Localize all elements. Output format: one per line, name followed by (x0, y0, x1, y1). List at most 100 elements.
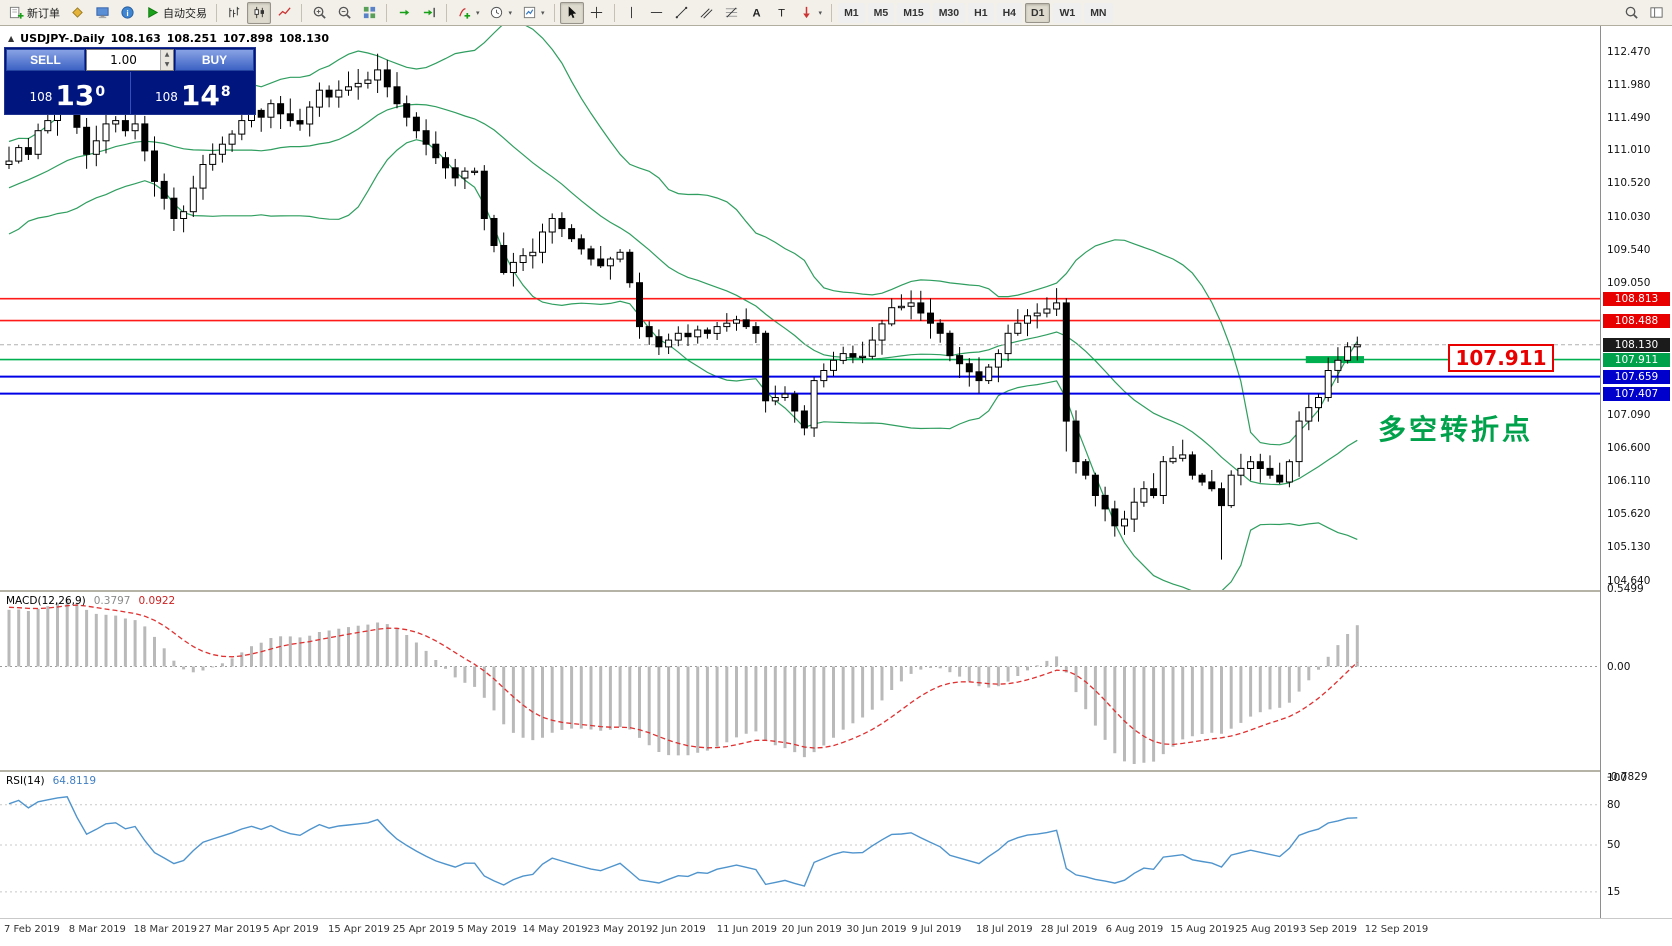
price-callout-label[interactable]: 107.911 (1448, 344, 1554, 372)
rsi-label: RSI(14) 64.8119 (6, 775, 96, 787)
timeframe-button-d1[interactable]: D1 (1025, 2, 1051, 23)
text-label-button[interactable]: T (770, 2, 794, 24)
price-tick-label: 109.540 (1607, 243, 1651, 256)
indicators-button[interactable]: ▾ (452, 2, 484, 24)
bar-chart-button[interactable] (222, 2, 246, 24)
zoom-out-button[interactable] (332, 2, 356, 24)
buy-price-prefix: 108 (154, 90, 178, 104)
zoom-out-icon (336, 5, 352, 21)
toolbar-separator (386, 3, 387, 22)
timeframe-button-h4[interactable]: H4 (996, 2, 1022, 23)
price-tick-label: 104.640 (1607, 574, 1651, 587)
pivot-highlight-segment[interactable] (1305, 356, 1364, 364)
new-order-icon (8, 5, 24, 21)
profiles-button[interactable] (65, 2, 89, 24)
macd-panel[interactable] (0, 592, 1672, 770)
time-axis-label: 3 Sep 2019 (1300, 924, 1358, 935)
chart-annotation-text[interactable]: 多空转折点 (1378, 413, 1534, 446)
crosshair-button[interactable] (585, 2, 609, 24)
time-axis-label: 8 Mar 2019 (68, 924, 126, 935)
autotrading-button[interactable]: 自动交易 (140, 2, 211, 24)
fibo-icon (724, 5, 740, 21)
rsi-tick-label: 15 (1607, 885, 1621, 898)
price-chart[interactable] (0, 26, 1672, 590)
templates-button[interactable]: ▾ (517, 2, 549, 24)
time-axis-label: 28 Jul 2019 (1040, 924, 1098, 935)
macd-signal-line (8, 604, 1358, 749)
timeframe-button-m15[interactable]: M15 (897, 2, 930, 23)
cursor-icon (564, 5, 580, 21)
rsi-panel[interactable] (0, 772, 1672, 918)
cursor-button[interactable] (559, 1, 584, 24)
sell-price-sup: 0 (95, 84, 106, 100)
news-icon: i (119, 5, 135, 21)
price-tick-label: 111.490 (1607, 111, 1651, 124)
periods-button-caret-icon: ▾ (508, 9, 513, 17)
toggle-panels-button[interactable] (1644, 2, 1668, 24)
collapse-trade-panel-toggle[interactable]: ▲ (8, 34, 15, 43)
terminal-button[interactable] (90, 2, 114, 24)
timeframe-button-m30[interactable]: M30 (932, 2, 966, 23)
news-button[interactable]: i (115, 2, 139, 24)
line-chart-button[interactable] (272, 2, 296, 24)
new-order-button[interactable]: 新订单 (4, 2, 64, 24)
volume-down-icon[interactable]: ▼ (161, 60, 173, 70)
trendline-icon (674, 5, 690, 21)
periods-button[interactable]: ▾ (485, 2, 517, 24)
buy-price-display[interactable]: 108 14 8 (131, 72, 256, 114)
macd-signal-value: 0.0922 (138, 595, 176, 607)
price-tick-label: 111.980 (1607, 78, 1651, 91)
chart-shift-icon (421, 5, 437, 21)
svg-text:A: A (752, 7, 760, 19)
panel-divider[interactable] (0, 770, 1672, 772)
arrows-button[interactable]: ▾ (795, 2, 827, 24)
time-axis-label: 5 May 2019 (457, 924, 517, 935)
zoom-in-button[interactable] (307, 2, 331, 24)
vertical-line-button[interactable] (620, 2, 644, 24)
chart-shift-button[interactable] (417, 2, 441, 24)
volume-stepper[interactable]: 1.00 ▲ ▼ (86, 49, 174, 71)
ohlc-close: 108.130 (278, 32, 330, 45)
sell-price-display[interactable]: 108 13 0 (5, 72, 130, 114)
trendline-button[interactable] (670, 2, 694, 24)
tile-windows-button[interactable] (357, 2, 381, 24)
current-price-line-badge: 108.130 (1603, 337, 1670, 352)
symbol-period-label: USDJPY-.Daily (20, 32, 105, 45)
macd-name: MACD(12,26,9) (6, 595, 86, 607)
price-tick-label: 106.110 (1607, 475, 1651, 488)
bar-chart-icon (226, 5, 242, 21)
timeframe-button-w1[interactable]: W1 (1053, 2, 1082, 23)
rsi-tick-label: 80 (1607, 798, 1621, 811)
timeframe-button-m5[interactable]: M5 (867, 2, 895, 23)
terminal-icon (94, 5, 110, 21)
auto-scroll-button[interactable] (392, 2, 416, 24)
timeframe-button-mn[interactable]: MN (1084, 2, 1113, 23)
volume-up-icon[interactable]: ▲ (161, 50, 173, 60)
timeframe-button-h1[interactable]: H1 (968, 2, 994, 23)
fibonacci-button[interactable] (720, 2, 744, 24)
toolbar-separator (831, 3, 833, 22)
macd-tick-label: 0.00 (1607, 660, 1631, 673)
price-axis: 112.470 111.980 111.490 111.010 110.520 110.0… (1600, 26, 1672, 918)
bollinger-middle-band (8, 103, 1358, 486)
horizontal-line-button[interactable] (645, 2, 669, 24)
buy-button[interactable]: BUY (175, 49, 254, 71)
price-tick-label: 107.090 (1607, 409, 1651, 422)
autotrade-icon (144, 5, 160, 21)
chart-window[interactable]: 112.470 111.980 111.490 111.010 110.520 110.0… (0, 26, 1672, 946)
toolbar-separator (613, 3, 615, 22)
crosshair-icon (589, 5, 605, 21)
toolbar-separator (216, 3, 217, 22)
macd-tick-label: 0.5499 (1607, 583, 1644, 595)
candlestick-chart-button[interactable] (247, 1, 271, 24)
text-button[interactable]: A (745, 2, 769, 24)
volume-value[interactable]: 1.00 (110, 53, 137, 67)
timeframe-button-m1[interactable]: M1 (838, 2, 865, 23)
channel-button[interactable] (695, 2, 719, 24)
time-axis-label: 12 Sep 2019 (1364, 924, 1429, 935)
search-button[interactable] (1619, 2, 1643, 24)
sell-button[interactable]: SELL (6, 49, 85, 71)
panel-divider[interactable] (0, 590, 1672, 592)
ohlc-open: 108.163 (110, 32, 161, 45)
